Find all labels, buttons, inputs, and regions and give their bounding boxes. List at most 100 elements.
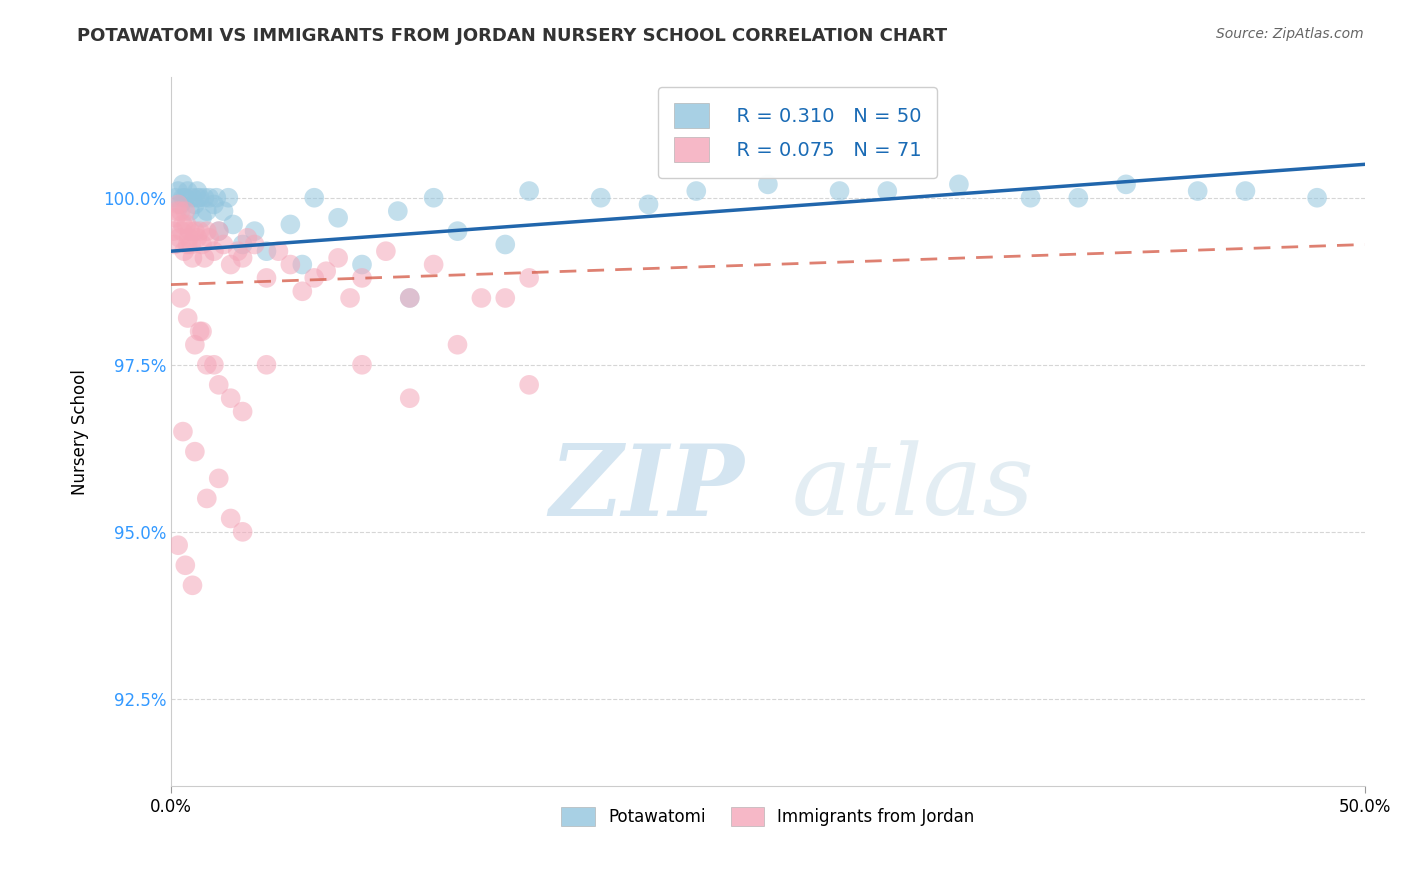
Point [256, 244, 278, 259]
Point [188, 191, 211, 205]
Point [169, 204, 191, 219]
Point [184, 444, 207, 458]
Point [1067, 191, 1090, 205]
Point [170, 224, 193, 238]
Point [517, 377, 540, 392]
Point [326, 211, 349, 225]
Point [494, 237, 516, 252]
Point [422, 258, 444, 272]
Point [876, 184, 898, 198]
Point [256, 271, 278, 285]
Point [162, 224, 184, 238]
Point [191, 324, 214, 338]
Y-axis label: Nursery School: Nursery School [72, 368, 89, 494]
Point [202, 358, 225, 372]
Text: POTAWATOMI VS IMMIGRANTS FROM JORDAN NURSERY SCHOOL CORRELATION CHART: POTAWATOMI VS IMMIGRANTS FROM JORDAN NUR… [77, 27, 948, 45]
Point [212, 204, 235, 219]
Point [174, 558, 197, 573]
Point [226, 244, 249, 259]
Point [208, 224, 231, 238]
Point [191, 237, 214, 252]
Point [948, 178, 970, 192]
Point [217, 191, 239, 205]
Point [172, 218, 194, 232]
Point [169, 231, 191, 245]
Point [280, 218, 302, 232]
Point [243, 224, 266, 238]
Point [172, 191, 194, 205]
Point [186, 231, 208, 245]
Point [165, 211, 187, 225]
Point [208, 377, 231, 392]
Point [398, 291, 420, 305]
Point [494, 291, 516, 305]
Point [350, 258, 373, 272]
Point [177, 311, 200, 326]
Point [202, 244, 225, 259]
Point [181, 251, 204, 265]
Point [163, 237, 186, 252]
Point [202, 197, 225, 211]
Point [470, 291, 492, 305]
Point [685, 184, 707, 198]
Point [184, 337, 207, 351]
Point [291, 285, 314, 299]
Point [186, 191, 208, 205]
Point [589, 191, 612, 205]
Point [304, 191, 326, 205]
Text: ZIP: ZIP [548, 440, 744, 536]
Point [188, 324, 211, 338]
Point [169, 197, 191, 211]
Point [212, 237, 235, 252]
Point [222, 218, 245, 232]
Point [256, 358, 278, 372]
Point [232, 524, 254, 539]
Point [167, 197, 190, 211]
Point [179, 204, 201, 219]
Point [637, 197, 659, 211]
Point [176, 218, 198, 232]
Point [1187, 184, 1209, 198]
Point [267, 244, 290, 259]
Point [219, 391, 242, 405]
Point [339, 291, 361, 305]
Point [232, 237, 254, 252]
Point [280, 258, 302, 272]
Point [179, 224, 201, 238]
Point [193, 191, 215, 205]
Text: atlas: atlas [792, 441, 1035, 536]
Point [167, 538, 190, 552]
Point [186, 184, 208, 198]
Point [387, 204, 409, 219]
Point [166, 204, 188, 219]
Point [232, 404, 254, 418]
Point [174, 204, 197, 219]
Point [195, 491, 218, 506]
Point [177, 184, 200, 198]
Point [446, 224, 468, 238]
Point [184, 224, 207, 238]
Point [198, 191, 221, 205]
Point [219, 258, 242, 272]
Point [828, 184, 851, 198]
Point [195, 358, 218, 372]
Point [326, 251, 349, 265]
Point [756, 178, 779, 192]
Point [172, 425, 194, 439]
Point [165, 191, 187, 205]
Point [398, 391, 420, 405]
Point [169, 291, 191, 305]
Point [304, 271, 326, 285]
Point [181, 191, 204, 205]
Point [236, 231, 259, 245]
Point [422, 191, 444, 205]
Point [374, 244, 396, 259]
Point [219, 511, 242, 525]
Point [205, 191, 228, 205]
Point [167, 184, 190, 198]
Point [1306, 191, 1329, 205]
Point [195, 224, 218, 238]
Point [180, 237, 202, 252]
Point [195, 204, 218, 219]
Point [232, 251, 254, 265]
